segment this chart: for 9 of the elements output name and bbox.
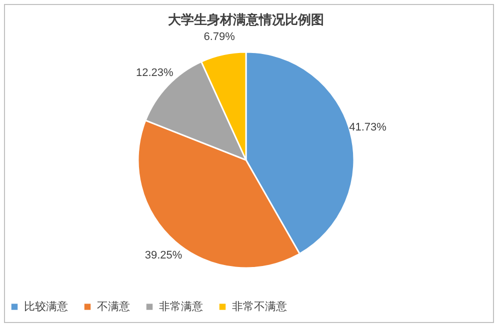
legend-label: 不满意 xyxy=(97,300,130,313)
data-label: 41.73% xyxy=(349,122,387,134)
legend-label: 非常不满意 xyxy=(232,300,287,313)
data-label: 12.23% xyxy=(136,67,174,80)
data-label: 6.79% xyxy=(204,30,236,43)
legend-label: 比较满意 xyxy=(24,300,68,313)
data-label: 39.25% xyxy=(144,249,182,262)
chart-title: 大学生身材满意情况比例图 xyxy=(168,12,324,27)
legend-label: 非常满意 xyxy=(159,300,203,313)
